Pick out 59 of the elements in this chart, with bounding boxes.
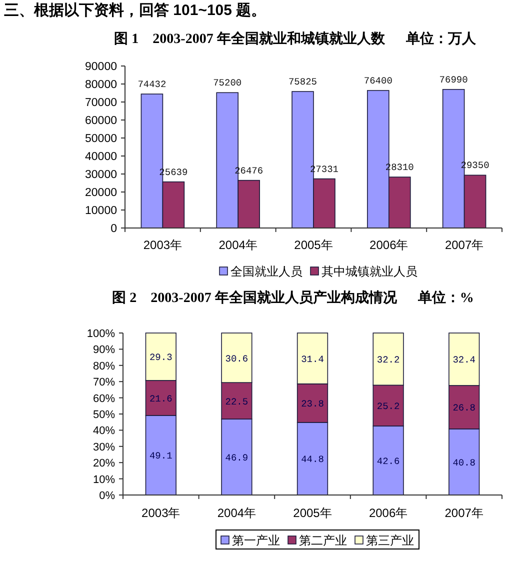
data-label: 40.8 (452, 457, 476, 468)
y-tick-label: 10000 (85, 205, 117, 217)
data-label: 31.4 (301, 354, 324, 365)
chart-title: 图 2 2003-2007 年全国就业人员产业构成情况 单位：% (112, 289, 474, 306)
y-tick-label: 40% (92, 425, 116, 438)
y-tick-label: 10% (92, 474, 116, 486)
y-tick-label: 100% (86, 328, 116, 340)
x-tick-label: 2005年 (293, 506, 332, 520)
data-label: 23.8 (301, 398, 324, 410)
y-tick-label: 0% (99, 490, 116, 502)
x-tick-label: 2004年 (218, 238, 258, 252)
x-tick-label: 2006年 (370, 238, 408, 252)
x-tick-label: 2007年 (444, 506, 484, 520)
data-label: 49.1 (149, 450, 173, 462)
y-tick-label: 40000 (85, 151, 117, 163)
y-tick-label: 0 (110, 223, 117, 235)
data-label: 46.9 (225, 452, 248, 464)
data-label: 25.2 (376, 401, 400, 412)
y-tick-label: 90000 (85, 61, 117, 73)
data-label: 22.5 (225, 396, 248, 408)
chart-title: 图 1 2003-2007 年全国就业和城镇就业人数 单位：万人 (114, 31, 477, 47)
data-label: 44.8 (301, 454, 324, 466)
legend-label: 第二产业 (299, 534, 347, 548)
x-tick-label: 2005年 (294, 238, 333, 252)
y-tick-label: 60% (92, 392, 116, 405)
legend-label: 其中城镇就业人员 (322, 264, 418, 278)
data-label: 30.6 (225, 353, 248, 364)
legend-label: 第一产业 (232, 534, 280, 548)
y-tick-label: 50000 (85, 133, 117, 145)
x-tick-label: 2006年 (368, 506, 408, 520)
y-tick-label: 70000 (85, 97, 117, 109)
x-tick-label: 2003年 (143, 238, 182, 252)
legend-label: 全国就业人员 (230, 264, 302, 278)
y-tick-label: 90% (92, 344, 116, 356)
data-label: 76400 (364, 75, 393, 86)
data-label: 76990 (439, 74, 468, 86)
y-tick-label: 30% (92, 441, 116, 454)
legend-label: 第三产业 (366, 534, 414, 548)
y-tick-label: 20% (92, 458, 116, 470)
x-tick-label: 2004年 (217, 506, 256, 520)
y-tick-label: 30000 (85, 169, 117, 181)
y-tick-label: 60000 (85, 115, 117, 127)
data-label: 32.4 (452, 354, 476, 366)
data-label: 42.6 (376, 456, 400, 467)
text: 三、根据以下资料，回答 101~105 题。 (4, 2, 266, 19)
data-label: 32.2 (376, 354, 400, 366)
x-tick-label: 2007年 (444, 238, 484, 252)
y-tick-label: 70% (92, 376, 116, 389)
y-tick-label: 50% (92, 409, 116, 421)
y-tick-label: 80% (92, 360, 116, 372)
data-label: 75825 (288, 76, 318, 88)
x-tick-label: 2003年 (142, 506, 180, 520)
y-tick-label: 80000 (85, 79, 117, 91)
data-label: 21.6 (149, 393, 173, 404)
data-label: 74432 (138, 79, 166, 90)
data-label: 29.3 (149, 352, 173, 364)
data-label: 26.8 (452, 402, 476, 414)
y-tick-label: 20000 (85, 187, 117, 199)
data-label: 75200 (213, 78, 242, 89)
